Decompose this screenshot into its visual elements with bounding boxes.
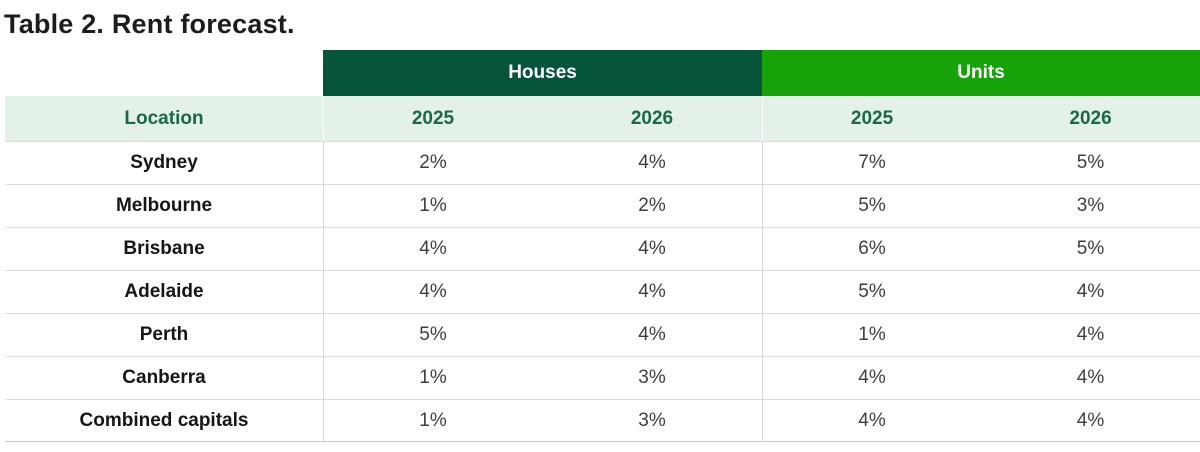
location-cell: Melbourne (5, 184, 323, 227)
value-cell: 4% (981, 270, 1200, 313)
value-cell: 1% (762, 313, 982, 356)
value-cell: 5% (981, 141, 1200, 184)
value-cell: 4% (542, 141, 763, 184)
value-cell: 3% (542, 399, 763, 442)
group-header-spacer (5, 50, 323, 96)
value-cell: 3% (542, 356, 763, 399)
value-cell: 4% (323, 227, 542, 270)
group-header-row: Houses Units (5, 50, 1200, 96)
table-row-brisbane: Brisbane 4% 4% 6% 5% (5, 227, 1200, 270)
table-row-canberra: Canberra 1% 3% 4% 4% (5, 356, 1200, 399)
location-cell: Brisbane (5, 227, 323, 270)
table-row-perth: Perth 5% 4% 1% 4% (5, 313, 1200, 356)
value-cell: 6% (762, 227, 982, 270)
column-header-row: Location 2025 2026 2025 2026 (5, 96, 1200, 141)
location-cell: Sydney (5, 141, 323, 184)
value-cell: 5% (323, 313, 542, 356)
value-cell: 1% (323, 399, 542, 442)
group-header-houses: Houses (323, 50, 763, 96)
value-cell: 3% (981, 184, 1200, 227)
value-cell: 4% (323, 270, 542, 313)
location-cell: Canberra (5, 356, 323, 399)
table-row-melbourne: Melbourne 1% 2% 5% 3% (5, 184, 1200, 227)
location-cell: Perth (5, 313, 323, 356)
value-cell: 4% (981, 399, 1200, 442)
value-cell: 4% (542, 270, 763, 313)
value-cell: 4% (542, 313, 763, 356)
column-header-units-2026: 2026 (981, 96, 1200, 141)
value-cell: 1% (323, 356, 542, 399)
value-cell: 7% (762, 141, 982, 184)
value-cell: 4% (981, 356, 1200, 399)
value-cell: 4% (542, 227, 763, 270)
column-header-location: Location (5, 96, 323, 141)
value-cell: 2% (542, 184, 763, 227)
table-row-adelaide: Adelaide 4% 4% 5% 4% (5, 270, 1200, 313)
value-cell: 4% (762, 399, 982, 442)
page-title: Table 2. Rent forecast. (4, 9, 295, 39)
rent-forecast-table: Houses Units Location 2025 2026 2025 202… (5, 50, 1200, 442)
page: Table 2. Rent forecast. Houses Units Loc… (4, 9, 1200, 442)
value-cell: 5% (981, 227, 1200, 270)
value-cell: 2% (323, 141, 542, 184)
location-cell: Combined capitals (5, 399, 323, 442)
table-row-sydney: Sydney 2% 4% 7% 5% (5, 141, 1200, 184)
value-cell: 4% (762, 356, 982, 399)
value-cell: 5% (762, 270, 982, 313)
column-header-houses-2026: 2026 (542, 96, 763, 141)
location-cell: Adelaide (5, 270, 323, 313)
value-cell: 1% (323, 184, 542, 227)
value-cell: 5% (762, 184, 982, 227)
column-header-houses-2025: 2025 (323, 96, 542, 141)
group-header-units: Units (762, 50, 1200, 96)
table-row-combined-capitals: Combined capitals 1% 3% 4% 4% (5, 399, 1200, 442)
column-header-units-2025: 2025 (762, 96, 982, 141)
value-cell: 4% (981, 313, 1200, 356)
